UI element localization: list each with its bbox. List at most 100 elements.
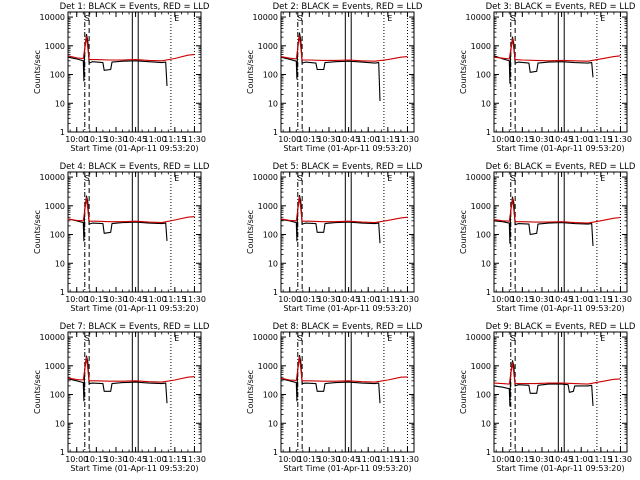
- y-tick-label: 10000: [40, 173, 65, 182]
- x-tick-label: 10:00: [65, 135, 88, 144]
- events-series-line: [280, 354, 381, 404]
- y-tick-label: 1000: [258, 362, 278, 371]
- lld-series-line: [67, 35, 195, 62]
- x-tick-label: 10:30: [530, 295, 553, 304]
- x-tick-label: 11:00: [357, 135, 380, 144]
- plot-frame: [493, 171, 628, 293]
- y-tick-label: 10000: [40, 13, 65, 22]
- y-tick-label: 10: [268, 99, 278, 108]
- x-tick-label: 10:30: [104, 135, 127, 144]
- marker-letter: S: [511, 334, 516, 343]
- y-tick-label: 100: [263, 391, 278, 400]
- y-tick-label: 10: [55, 99, 65, 108]
- y-tick-label: 10000: [40, 333, 65, 342]
- panel-4: Det 4: BLACK = Events, RED = LLD 1 10 100 10…: [33, 162, 210, 313]
- y-tick-label: 10: [55, 259, 65, 268]
- y-axis-title: Counts/sec: [459, 210, 468, 254]
- y-tick-label: 100: [50, 71, 65, 80]
- plot-frame: [493, 331, 628, 453]
- x-tick-label: 10:15: [85, 135, 108, 144]
- events-series-line: [67, 355, 168, 404]
- y-tick-label: 100: [50, 391, 65, 400]
- x-tick-label: 11:30: [183, 455, 206, 464]
- lld-series-line: [67, 356, 195, 383]
- marker-letter: E: [600, 14, 605, 23]
- x-tick-label: 11:00: [570, 295, 593, 304]
- x-axis-title: Start Time (01-Apr-11 09:53:20): [70, 464, 198, 473]
- y-tick-label: 1000: [45, 362, 65, 371]
- marker-letter: S: [511, 174, 516, 183]
- y-tick-label: 1: [273, 448, 278, 457]
- marker-letter: E: [174, 14, 179, 23]
- panel-title: Det 7: BLACK = Events, RED = LLD: [60, 322, 210, 332]
- y-axis-title: Counts/sec: [246, 210, 255, 254]
- marker-letter: E: [387, 334, 392, 343]
- y-tick-label: 1: [486, 448, 491, 457]
- x-tick-label: 10:30: [317, 455, 340, 464]
- panel-6: Det 6: BLACK = Events, RED = LLD 1 10 100 10…: [459, 162, 636, 313]
- marker-letter: E: [387, 14, 392, 23]
- y-tick-label: 10: [268, 259, 278, 268]
- y-tick-label: 1: [273, 128, 278, 137]
- x-tick-label: 10:15: [511, 135, 534, 144]
- x-axis-title: Start Time (01-Apr-11 09:53:20): [496, 464, 624, 473]
- y-axis-title: Counts/sec: [33, 50, 42, 94]
- y-axis-title: Counts/sec: [459, 50, 468, 94]
- y-tick-label: 1000: [45, 202, 65, 211]
- x-tick-label: 10:45: [337, 135, 360, 144]
- x-tick-label: 11:15: [589, 455, 612, 464]
- x-tick-label: 10:45: [124, 295, 147, 304]
- lld-series-line: [493, 361, 621, 385]
- marker-letter: E: [387, 174, 392, 183]
- lld-series-line: [67, 197, 195, 224]
- x-tick-label: 10:00: [278, 455, 301, 464]
- panel-title: Det 6: BLACK = Events, RED = LLD: [486, 162, 636, 172]
- panel-1: Det 1: BLACK = Events, RED = LLD 1 10 100 10…: [33, 2, 210, 153]
- x-tick-label: 11:15: [376, 135, 399, 144]
- y-tick-label: 1000: [258, 42, 278, 51]
- x-axis-title: Start Time (01-Apr-11 09:53:20): [283, 144, 411, 153]
- lld-series-line: [280, 196, 408, 224]
- y-tick-label: 10: [481, 259, 491, 268]
- x-tick-label: 11:00: [144, 135, 167, 144]
- events-series-line: [67, 33, 168, 87]
- y-tick-label: 1000: [471, 202, 491, 211]
- events-series-line: [493, 196, 594, 247]
- marker-letter: S: [85, 14, 90, 23]
- x-tick-label: 10:15: [298, 455, 321, 464]
- marker-letter: S: [298, 334, 303, 343]
- x-tick-label: 10:30: [317, 295, 340, 304]
- events-series-line: [493, 360, 594, 407]
- x-tick-label: 11:15: [376, 295, 399, 304]
- x-tick-label: 11:15: [163, 455, 186, 464]
- panel-title: Det 1: BLACK = Events, RED = LLD: [60, 2, 210, 12]
- x-tick-label: 11:15: [376, 455, 399, 464]
- panel-3: Det 3: BLACK = Events, RED = LLD 1 10 100 10…: [459, 2, 636, 153]
- marker-letter: S: [85, 334, 90, 343]
- panel-9: Det 9: BLACK = Events, RED = LLD 1 10 100 10…: [459, 322, 636, 473]
- y-tick-label: 1000: [45, 42, 65, 51]
- marker-letter: S: [511, 14, 516, 23]
- x-tick-label: 10:00: [65, 455, 88, 464]
- panel-title: Det 3: BLACK = Events, RED = LLD: [486, 2, 636, 12]
- y-tick-label: 10: [268, 419, 278, 428]
- x-tick-label: 11:15: [163, 135, 186, 144]
- y-tick-label: 1: [60, 128, 65, 137]
- x-tick-label: 11:30: [183, 135, 206, 144]
- x-tick-label: 10:45: [337, 455, 360, 464]
- x-tick-label: 10:15: [511, 455, 534, 464]
- x-tick-label: 11:30: [396, 295, 419, 304]
- marker-letter: S: [298, 14, 303, 23]
- lld-series-line: [280, 356, 408, 383]
- panel-title: Det 8: BLACK = Events, RED = LLD: [273, 322, 423, 332]
- marker-letter: E: [600, 334, 605, 343]
- y-tick-label: 10000: [466, 333, 491, 342]
- y-tick-label: 100: [476, 71, 491, 80]
- panel-title: Det 9: BLACK = Events, RED = LLD: [486, 322, 636, 332]
- plot-frame: [67, 171, 202, 293]
- x-tick-label: 10:45: [550, 135, 573, 144]
- x-tick-label: 10:45: [337, 295, 360, 304]
- y-tick-label: 100: [263, 231, 278, 240]
- panel-5: Det 5: BLACK = Events, RED = LLD 1 10 100 10…: [246, 162, 423, 313]
- x-tick-label: 11:30: [396, 455, 419, 464]
